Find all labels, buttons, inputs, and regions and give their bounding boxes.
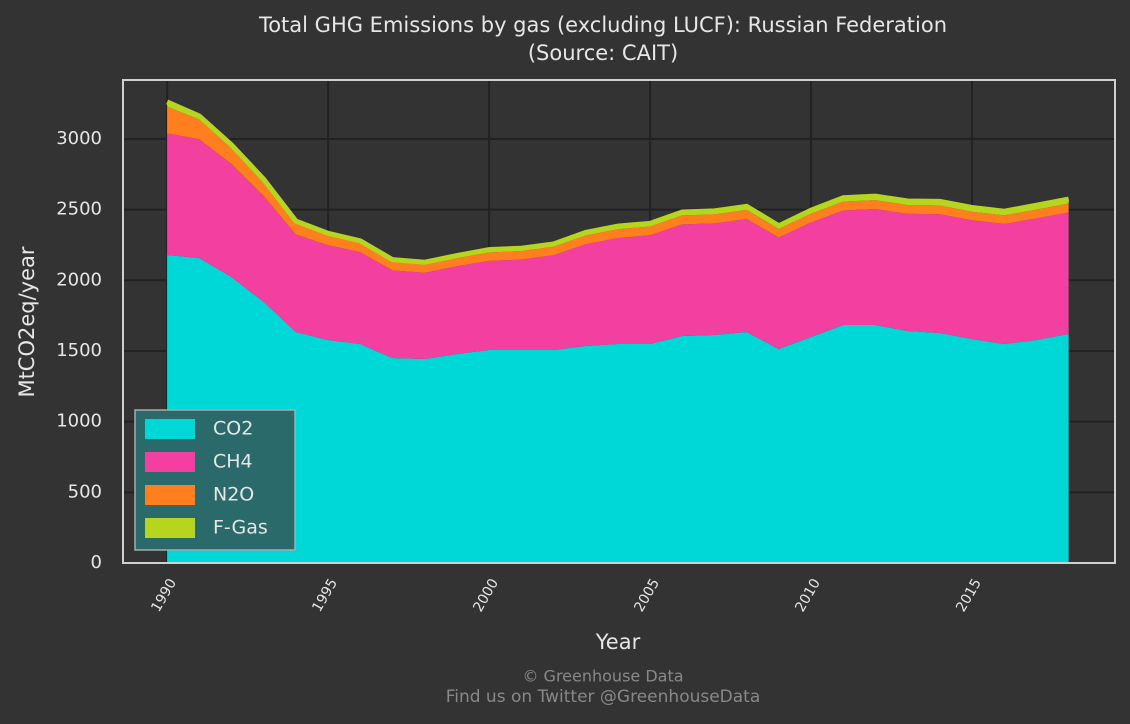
legend-label: CO2: [213, 418, 253, 440]
area: [167, 254, 1069, 564]
area-top-line: [166, 99, 1070, 265]
y-tick-label: 3000: [56, 128, 102, 149]
y-tick-label: 1000: [56, 411, 102, 432]
legend-label: F-Gas: [213, 517, 268, 539]
y-axis-title: MtCO2eq/year: [15, 246, 39, 397]
chart-title: Total GHG Emissions by gas (excluding LU…: [258, 13, 947, 37]
chart-subtitle: (Source: CAIT): [528, 41, 678, 65]
legend-swatch: [145, 419, 195, 439]
y-tick-label: 2500: [56, 199, 102, 220]
area: [167, 133, 1069, 360]
legend-swatch: [145, 485, 195, 505]
legend-label: CH4: [213, 451, 253, 473]
y-tick-label: 2000: [56, 269, 102, 290]
plot-border: [122, 79, 1116, 564]
areas: [166, 99, 1070, 564]
caption: © Greenhouse Data: [522, 667, 683, 686]
legend-swatch: [145, 518, 195, 538]
x-axis-title: Year: [595, 630, 641, 654]
y-tick-label: 0: [91, 552, 102, 573]
y-tick-label: 500: [68, 481, 102, 502]
y-tick-label: 1500: [56, 340, 102, 361]
legend-swatch: [145, 452, 195, 472]
legend-label: N2O: [213, 484, 254, 506]
caption: Find us on Twitter @GreenhouseData: [446, 687, 761, 707]
legend: CO2 CH4 N2O F-Gas: [134, 409, 296, 551]
